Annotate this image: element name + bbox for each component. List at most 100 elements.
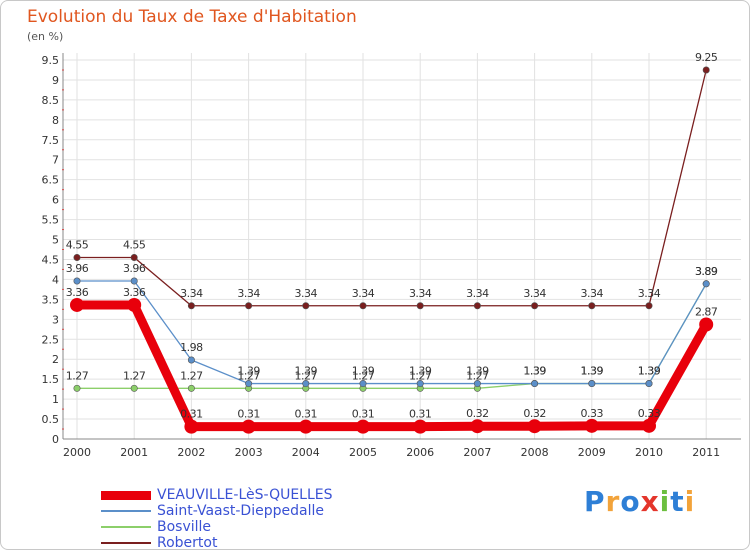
data-label: 3.34 xyxy=(466,287,489,300)
data-label: 1.39 xyxy=(237,365,260,378)
data-label: 1.39 xyxy=(638,365,661,378)
data-label: 0.33 xyxy=(638,407,661,420)
data-label: 1.27 xyxy=(352,369,375,382)
logo-letter: x xyxy=(640,485,660,518)
data-label: 1.27 xyxy=(409,369,432,382)
data-label: 3.34 xyxy=(638,287,661,300)
y-tick-label: 7 xyxy=(52,154,59,167)
legend-item-saint-vaast: Saint-Vaast-Dieppedalle xyxy=(101,503,333,519)
y-tick-label: 6.5 xyxy=(42,174,60,187)
data-label: 3.89 xyxy=(695,265,718,278)
data-label: 3.34 xyxy=(295,287,318,300)
data-label: 0.31 xyxy=(352,408,375,421)
data-label: 0.32 xyxy=(466,407,489,420)
data-point xyxy=(413,419,428,434)
x-tick-label: 2009 xyxy=(578,446,606,459)
legend-swatch-bosville xyxy=(101,526,151,528)
data-point xyxy=(642,418,656,433)
y-tick-label: 2.5 xyxy=(42,333,60,346)
data-point xyxy=(245,380,253,388)
data-point xyxy=(70,297,84,312)
data-point xyxy=(645,380,653,388)
y-tick-label: 5 xyxy=(52,234,59,247)
data-label: 0.31 xyxy=(180,408,203,421)
y-tick-label: 3 xyxy=(52,313,59,326)
data-point xyxy=(187,302,195,310)
data-point xyxy=(588,302,596,310)
y-tick-label: 7.5 xyxy=(42,134,60,147)
logo-letter: t xyxy=(670,485,685,518)
data-label: 2.87 xyxy=(695,306,718,319)
y-tick-label: 8.5 xyxy=(42,94,60,107)
data-point xyxy=(127,297,142,312)
y-tick-label: 1 xyxy=(52,393,59,406)
y-tick-label: 0.5 xyxy=(42,413,60,426)
data-point xyxy=(699,317,714,332)
legend-item-veauville: VEAUVILLE-LèS-QUELLES xyxy=(101,487,333,503)
data-label: 3.34 xyxy=(523,287,546,300)
data-label: 1.39 xyxy=(466,365,489,378)
data-point xyxy=(130,253,138,261)
data-label: 0.31 xyxy=(295,408,318,421)
data-label: 3.96 xyxy=(123,262,146,275)
data-point xyxy=(531,380,539,388)
legend-label-veauville: VEAUVILLE-LèS-QUELLES xyxy=(157,487,333,503)
data-point xyxy=(473,380,481,388)
x-tick-label: 2005 xyxy=(349,446,377,459)
data-point xyxy=(241,419,256,434)
logo-letter: P xyxy=(584,485,606,518)
data-label: 0.31 xyxy=(409,408,432,421)
data-point xyxy=(245,302,253,310)
series-line xyxy=(76,69,707,307)
data-point xyxy=(527,419,542,434)
data-point xyxy=(359,380,367,388)
legend-swatch-veauville xyxy=(101,490,151,500)
data-label: 1.39 xyxy=(523,365,546,378)
data-label: 3.34 xyxy=(237,287,260,300)
logo-letter: o xyxy=(620,485,641,518)
data-point xyxy=(298,419,313,434)
data-point xyxy=(187,384,195,392)
data-point xyxy=(531,302,539,310)
legend-label-saint-vaast: Saint-Vaast-Dieppedalle xyxy=(157,503,324,519)
data-point xyxy=(473,302,481,310)
data-point xyxy=(584,418,599,433)
logo-letter: i xyxy=(684,485,696,518)
data-label: 1.39 xyxy=(523,365,546,378)
data-label: 1.39 xyxy=(409,365,432,378)
legend-swatch-saint-vaast xyxy=(101,510,151,512)
data-point xyxy=(416,302,424,310)
data-label: 3.34 xyxy=(409,287,432,300)
data-point xyxy=(73,384,81,392)
data-label: 1.27 xyxy=(466,369,489,382)
logo-letter: i xyxy=(659,485,671,518)
data-label: 1.27 xyxy=(295,369,318,382)
legend-item-robertot: Robertot xyxy=(101,535,333,550)
data-label: 1.39 xyxy=(638,365,661,378)
x-tick-label: 2004 xyxy=(292,446,320,459)
data-label: 3.96 xyxy=(66,262,89,275)
data-point xyxy=(302,380,310,388)
y-tick-label: 8 xyxy=(52,114,59,127)
data-label: 9.25 xyxy=(695,51,718,64)
data-label: 1.27 xyxy=(66,369,89,382)
x-tick-label: 2007 xyxy=(463,446,491,459)
x-tick-label: 2008 xyxy=(521,446,549,459)
y-tick-label: 5.5 xyxy=(42,214,60,227)
data-label: 1.39 xyxy=(581,365,604,378)
y-tick-label: 1.5 xyxy=(42,373,60,386)
x-tick-label: 2001 xyxy=(120,446,148,459)
data-label: 3.36 xyxy=(123,286,146,299)
data-point xyxy=(356,419,370,434)
data-point xyxy=(187,356,195,364)
legend-label-robertot: Robertot xyxy=(157,535,218,550)
data-point xyxy=(359,302,367,310)
legend-swatch-robertot xyxy=(101,542,151,544)
y-tick-label: 6 xyxy=(52,194,59,207)
data-label: 1.39 xyxy=(295,365,318,378)
y-tick-label: 2 xyxy=(52,353,59,366)
data-label: 1.39 xyxy=(581,365,604,378)
logo-letter: r xyxy=(605,485,621,518)
x-tick-label: 2003 xyxy=(235,446,263,459)
